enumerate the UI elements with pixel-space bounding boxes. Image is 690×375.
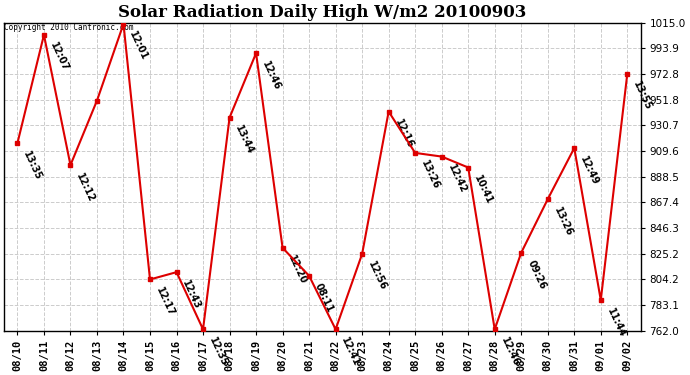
Text: 13:26: 13:26	[419, 159, 442, 191]
Text: 12:01: 12:01	[128, 30, 150, 62]
Text: 12:46: 12:46	[260, 59, 282, 92]
Text: 12:49: 12:49	[578, 154, 600, 186]
Text: 12:16: 12:16	[393, 118, 415, 150]
Text: 12:41: 12:41	[339, 336, 362, 368]
Text: 12:46: 12:46	[499, 336, 521, 368]
Text: 12:12: 12:12	[75, 171, 97, 204]
Text: Copyright 2010 Cantronic.com: Copyright 2010 Cantronic.com	[4, 23, 134, 32]
Text: 12:35: 12:35	[207, 336, 229, 368]
Text: 12:20: 12:20	[286, 254, 308, 286]
Text: 08:11: 08:11	[313, 282, 335, 314]
Text: 11:44: 11:44	[604, 306, 627, 339]
Text: 09:26: 09:26	[525, 259, 547, 291]
Text: 10:41: 10:41	[472, 174, 494, 206]
Text: 13:55: 13:55	[631, 80, 653, 112]
Text: 13:44: 13:44	[233, 124, 256, 156]
Title: Solar Radiation Daily High W/m2 20100903: Solar Radiation Daily High W/m2 20100903	[118, 4, 526, 21]
Text: 13:35: 13:35	[21, 149, 43, 182]
Text: 12:43: 12:43	[181, 278, 203, 310]
Text: 12:42: 12:42	[446, 163, 468, 195]
Text: 13:26: 13:26	[552, 205, 574, 238]
Text: 12:07: 12:07	[48, 41, 70, 74]
Text: 12:17: 12:17	[154, 286, 176, 318]
Text: 12:56: 12:56	[366, 260, 388, 292]
